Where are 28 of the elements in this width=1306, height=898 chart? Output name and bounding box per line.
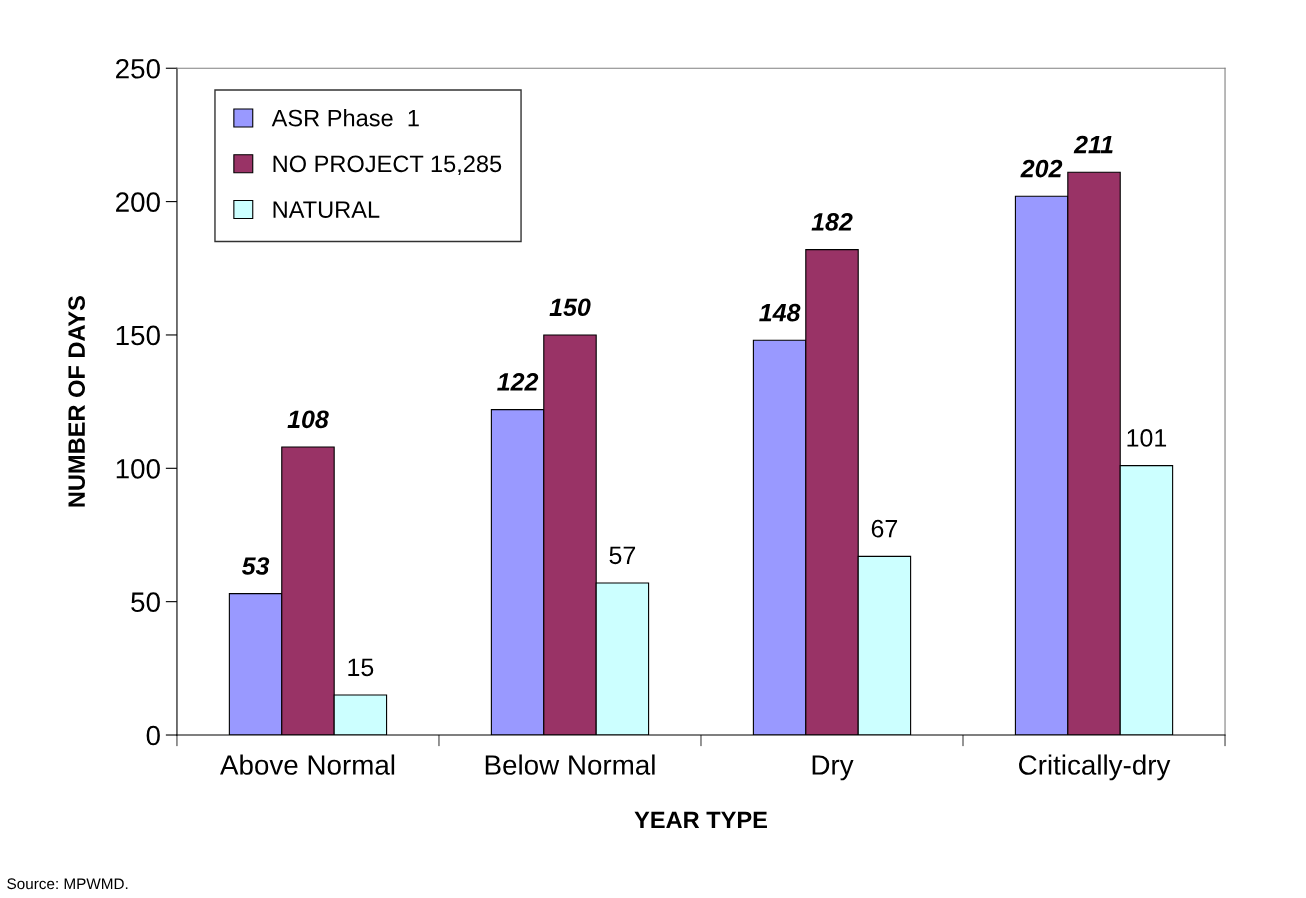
data-label: 67: [871, 519, 898, 538]
data-label: 57: [609, 546, 636, 565]
data-label: 182: [811, 213, 853, 231]
y-tick-label: 100: [116, 458, 160, 479]
legend-label: NATURAL: [273, 201, 380, 218]
source-note: Source: MPWMD.: [7, 878, 128, 890]
data-label: 15: [348, 658, 374, 677]
y-axis-title: NUMBER OF DAYS: [68, 296, 85, 507]
y-tick-label: 50: [131, 592, 160, 612]
data-label: 211: [1073, 135, 1113, 154]
data-label: 53: [241, 557, 270, 575]
x-axis-title: YEAR TYPE: [634, 811, 767, 829]
y-tick-label: 0: [146, 725, 160, 746]
x-tick-label: Above Normal: [220, 754, 395, 775]
data-label: 122: [497, 373, 539, 391]
y-tick-label: 200: [116, 192, 160, 212]
legend-label: NO PROJECT 15,285: [273, 155, 502, 175]
data-label: 148: [759, 303, 801, 322]
x-tick-label: Critically-dry: [1019, 754, 1171, 781]
legend-label: ASR Phase 1: [271, 109, 419, 127]
data-label: 150: [549, 298, 591, 317]
data-label: 202: [1020, 159, 1063, 178]
x-tick-label: Dry: [812, 755, 854, 781]
data-label: 108: [287, 410, 329, 429]
x-tick-label: Below Normal: [485, 754, 655, 775]
y-tick-label: 250: [116, 58, 160, 79]
data-label: 101: [1127, 429, 1167, 447]
y-tick-label: 150: [116, 325, 160, 346]
